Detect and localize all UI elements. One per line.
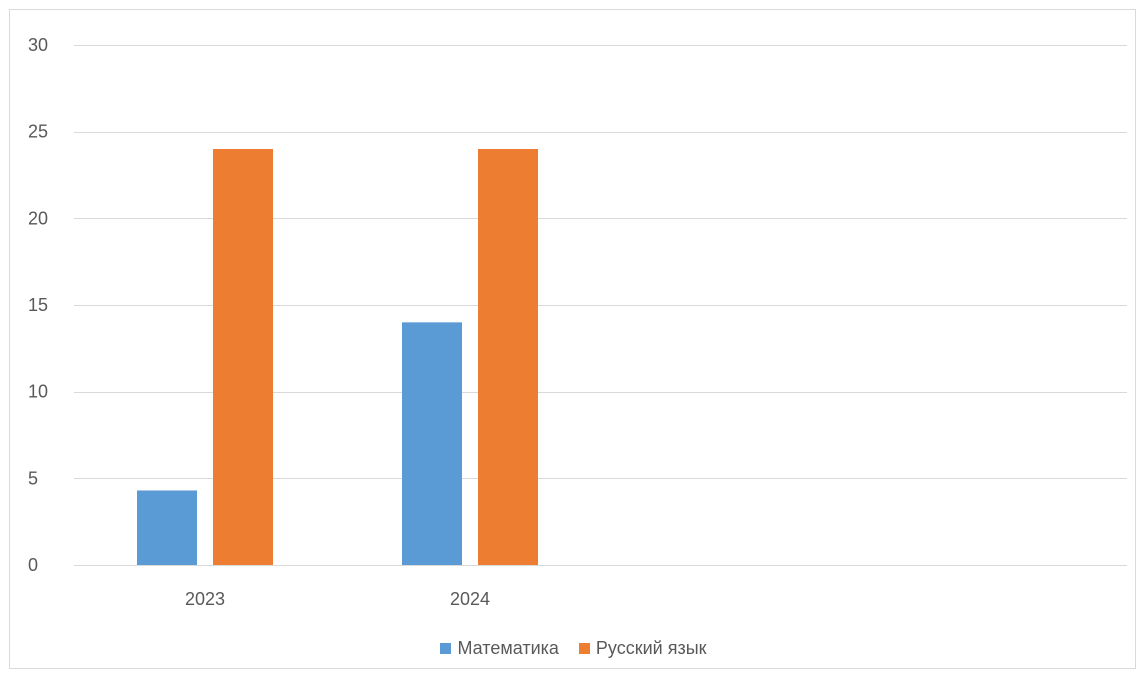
x-axis-tick-labels: 2023 2024 — [185, 589, 490, 609]
legend: Математика Русский язык — [0, 636, 1147, 660]
y-tick-label-0: 0 — [28, 555, 38, 575]
y-tick-label-5: 25 — [28, 122, 48, 142]
y-tick-label-4: 20 — [28, 208, 48, 228]
bar-series-1-category-0 — [213, 149, 273, 565]
legend-entry-series-1: Русский язык — [578, 637, 707, 659]
legend-swatch-series-1 — [578, 642, 590, 654]
x-tick-label-1: 2024 — [450, 589, 490, 609]
y-tick-label-6: 30 — [28, 35, 48, 55]
bars — [137, 149, 538, 565]
y-tick-label-1: 5 — [28, 468, 38, 488]
x-tick-label-0: 2023 — [185, 589, 225, 609]
legend-swatch-series-0 — [440, 642, 452, 654]
y-tick-label-3: 15 — [28, 295, 48, 315]
bar-series-1-category-1 — [478, 149, 538, 565]
y-tick-label-2: 10 — [28, 382, 48, 402]
legend-label-series-0: Математика — [457, 637, 559, 658]
y-axis-tick-labels: 0 5 10 15 20 25 30 — [28, 35, 48, 575]
bar-series-0-category-0 — [137, 490, 197, 565]
legend-label-series-1: Русский язык — [595, 637, 707, 658]
bar-series-0-category-1 — [402, 322, 462, 565]
legend-entry-series-0: Математика — [440, 637, 559, 659]
